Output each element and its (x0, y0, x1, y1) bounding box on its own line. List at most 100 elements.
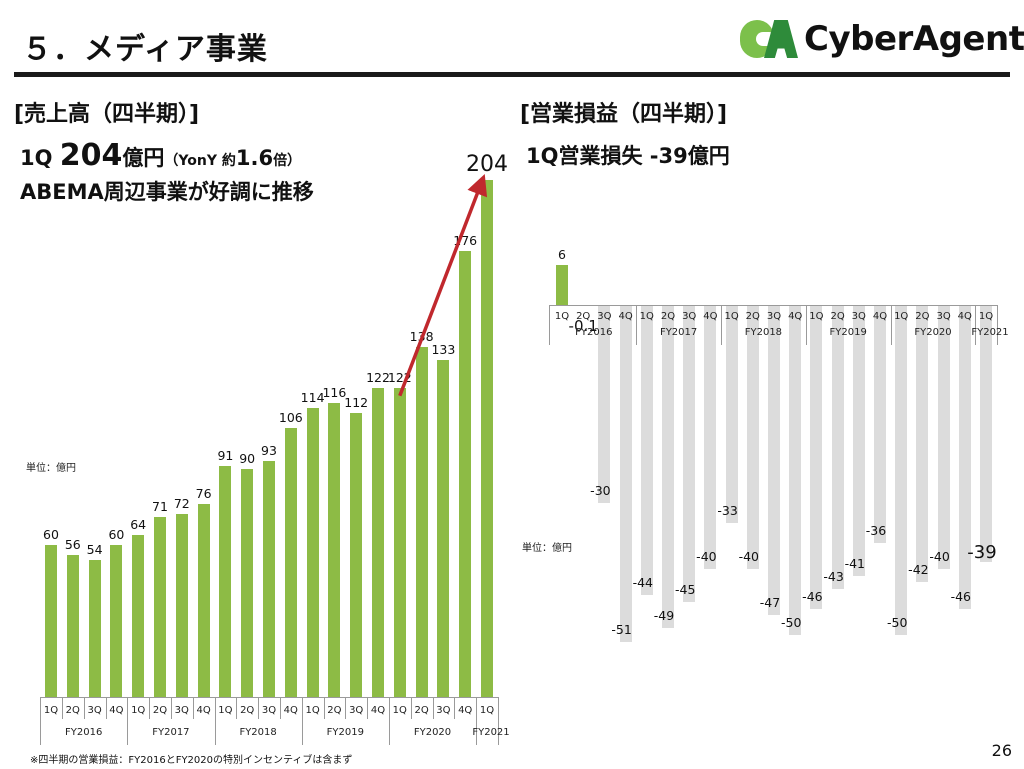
quarter-label: 2Q (414, 705, 429, 716)
fiscal-year-label: FY2016 (575, 327, 613, 338)
loss-bar (958, 305, 971, 609)
revenue-value-label: 93 (261, 443, 277, 459)
quarter-label: 2Q (660, 311, 676, 322)
quarter-label: 2Q (830, 311, 845, 322)
fiscal-year-label: FY2020 (914, 327, 952, 338)
revenue-axis-tick (388, 697, 390, 745)
loss-bar (619, 305, 632, 642)
revenue-value-label: 56 (64, 537, 81, 553)
loss-bar (852, 305, 865, 576)
quarter-label: 3Q (682, 311, 697, 322)
operating-income-section-title: [営業損益（四半期）] (520, 102, 728, 127)
revenue-axis-tick (214, 697, 216, 745)
revenue-value-label: 60 (108, 526, 125, 542)
quarter-label: 4Q (370, 705, 386, 716)
fiscal-year-label: FY2021 (971, 327, 1009, 338)
revenue-bar (45, 544, 57, 697)
operating-axis-tick (805, 305, 807, 345)
fiscal-year-label: FY2018 (744, 327, 783, 338)
operating-value-label: 6 (558, 247, 566, 263)
revenue-bar (154, 517, 166, 697)
quarter-label: 4Q (618, 311, 633, 322)
quarter-label: 1Q (218, 705, 233, 716)
fiscal-year-label: FY2017 (152, 727, 190, 738)
revenue-axis-tick (105, 697, 107, 719)
revenue-axis-tick (258, 697, 260, 719)
operating-value-label: -40 (738, 549, 760, 564)
fiscal-year-label: FY2019 (326, 727, 364, 738)
quarter-label: 1Q (392, 705, 407, 716)
quarter-label: 3Q (87, 705, 102, 716)
revenue-axis-tick (236, 697, 238, 719)
revenue-bar (306, 408, 319, 697)
operating-value-label: -36 (865, 522, 887, 538)
operating-income-headline: 1Q営業損失 -39億円 (526, 144, 730, 168)
revenue-section-title: [売上高（四半期）] (14, 102, 200, 127)
operating-value-label: -42 (908, 562, 929, 578)
revenue-axis-tick (301, 697, 303, 745)
revenue-bar (175, 514, 188, 697)
revenue-axis-tick (83, 697, 85, 719)
revenue-unit-label: 単位：億円 (26, 463, 76, 474)
operating-value-label: -43 (823, 568, 844, 584)
loss-bar (980, 305, 992, 563)
operating-value-label: -46 (950, 588, 972, 604)
operating-axis-tick (636, 305, 638, 345)
revenue-axis-tick (323, 697, 325, 719)
quarter-label: 2Q (745, 311, 760, 322)
quarter-label: 3Q (936, 311, 951, 322)
operating-axis-tick (996, 305, 998, 345)
revenue-bar (66, 555, 79, 697)
fiscal-year-label: FY2017 (659, 327, 698, 338)
quarter-label: 1Q (724, 311, 739, 322)
fiscal-year-label: FY2021 (472, 727, 510, 738)
loss-bar (831, 305, 844, 589)
quarter-label: 3Q (436, 705, 451, 716)
loss-bar (768, 305, 780, 616)
revenue-value-label: 106 (278, 410, 303, 426)
profit-bar (556, 265, 568, 305)
revenue-axis-tick (497, 697, 499, 745)
operating-value-label: -50 (886, 615, 908, 630)
quarter-label: 1Q (43, 705, 59, 716)
quarter-label: 3Q (261, 705, 277, 716)
operating-income-unit-label: 単位：億円 (522, 543, 572, 554)
revenue-value-label: 112 (344, 395, 369, 411)
operating-value-label: -44 (632, 575, 654, 591)
operating-value-label: -39 (967, 542, 997, 564)
operating-axis-tick (890, 305, 892, 345)
revenue-chart: 60 56 54 60 64 71 72 76 91 90 93 106 114 116 112 122 122… (40, 151, 510, 745)
quarter-label: 1Q (978, 311, 994, 322)
quarter-label: 4Q (196, 705, 211, 716)
quarter-label: 2Q (152, 705, 168, 716)
revenue-bar (219, 466, 232, 697)
revenue-value-label: 91 (217, 448, 234, 464)
quarter-label: 4Q (703, 311, 718, 322)
loss-bar (662, 305, 674, 629)
quarter-label: 1Q (305, 705, 320, 716)
revenue-bar (132, 534, 145, 697)
loss-bar (725, 305, 738, 523)
growth-arrow-icon (398, 174, 488, 397)
revenue-value-label: 60 (43, 526, 59, 542)
quarter-label: 3Q (597, 311, 612, 322)
revenue-axis-tick (149, 697, 151, 719)
quarter-label: 1Q (809, 311, 824, 322)
loss-bar (683, 305, 696, 602)
revenue-axis-tick (454, 697, 456, 719)
operating-value-label: -46 (802, 588, 823, 604)
loss-bar (640, 305, 653, 596)
revenue-axis-tick (61, 697, 63, 719)
operating-axis-tick (721, 305, 722, 345)
revenue-bar (350, 413, 363, 697)
loss-bar (746, 305, 759, 569)
quarter-label: 2Q (576, 311, 591, 322)
page-number: 26 (991, 741, 1012, 760)
revenue-value-label: 204 (466, 151, 508, 177)
revenue-bar (437, 359, 450, 697)
operating-value-label: -47 (759, 595, 781, 611)
revenue-value-label: 116 (322, 384, 347, 400)
quarter-label: 3Q (851, 311, 866, 322)
quarter-label: 1Q (639, 311, 654, 322)
